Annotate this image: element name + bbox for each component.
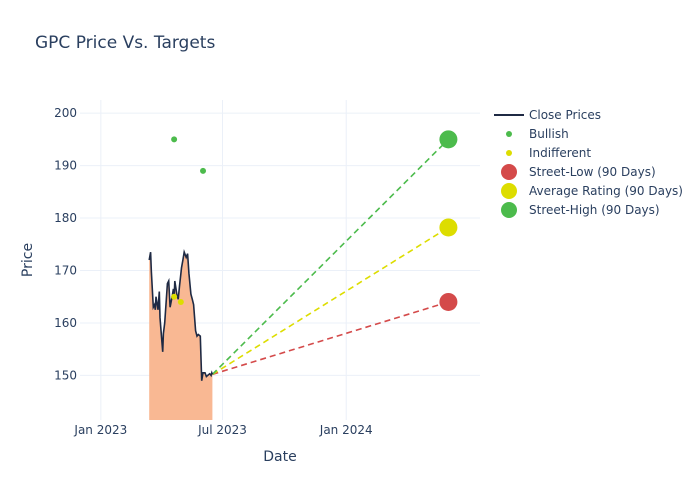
y-tick-label: 170 <box>54 263 77 277</box>
chart-title: GPC Price Vs. Targets <box>35 33 216 53</box>
y-tick-label: 150 <box>54 368 77 382</box>
target-line <box>212 301 449 376</box>
indifferent-marker <box>177 298 184 305</box>
legend-bullish-swatch <box>506 131 512 137</box>
legend-indifferent-swatch <box>506 150 512 156</box>
legend-average-rating-label: Average Rating (90 Days) <box>529 184 683 198</box>
y-tick-label: 200 <box>54 106 77 120</box>
legend-street-high-label: Street-High (90 Days) <box>529 203 660 217</box>
street-low-marker <box>439 292 458 311</box>
y-tick-label: 190 <box>54 159 77 173</box>
indifferent-marker <box>171 293 178 300</box>
x-tick-label: Jan 2024 <box>319 423 373 437</box>
legend-close-prices-label: Close Prices <box>529 108 601 122</box>
price-area <box>149 252 213 420</box>
legend[interactable]: Close Prices Bullish Indifferent Street-Low… <box>494 108 683 218</box>
y-tick-label: 180 <box>54 211 77 225</box>
target-line <box>212 226 449 376</box>
markers <box>171 130 458 311</box>
x-tick-label: Jul 2023 <box>197 423 247 437</box>
y-tick-label: 160 <box>54 316 77 330</box>
bullish-marker <box>171 136 178 143</box>
target-line <box>211 138 449 375</box>
close-price-area <box>149 252 213 420</box>
target-lines <box>211 138 449 376</box>
legend-street-low-swatch <box>501 164 517 180</box>
street-high-marker <box>439 130 458 149</box>
legend-bullish-label: Bullish <box>529 127 569 141</box>
price-line-group <box>148 249 214 381</box>
close-price-line <box>148 249 214 381</box>
axes: 150 160 170 180 190 200 Jan 2023 Jul 2023 Jan 20… <box>20 106 373 465</box>
legend-indifferent-label: Indifferent <box>529 146 591 160</box>
x-axis-title: Date <box>263 449 296 465</box>
legend-street-low-label: Street-Low (90 Days) <box>529 165 656 179</box>
bullish-marker <box>200 167 207 174</box>
y-axis-title: Price <box>20 243 36 277</box>
x-tick-label: Jan 2023 <box>73 423 127 437</box>
legend-street-high-swatch <box>501 202 517 218</box>
legend-average-rating-swatch <box>501 183 517 199</box>
average-rating-marker <box>439 218 458 237</box>
grid <box>80 100 480 420</box>
